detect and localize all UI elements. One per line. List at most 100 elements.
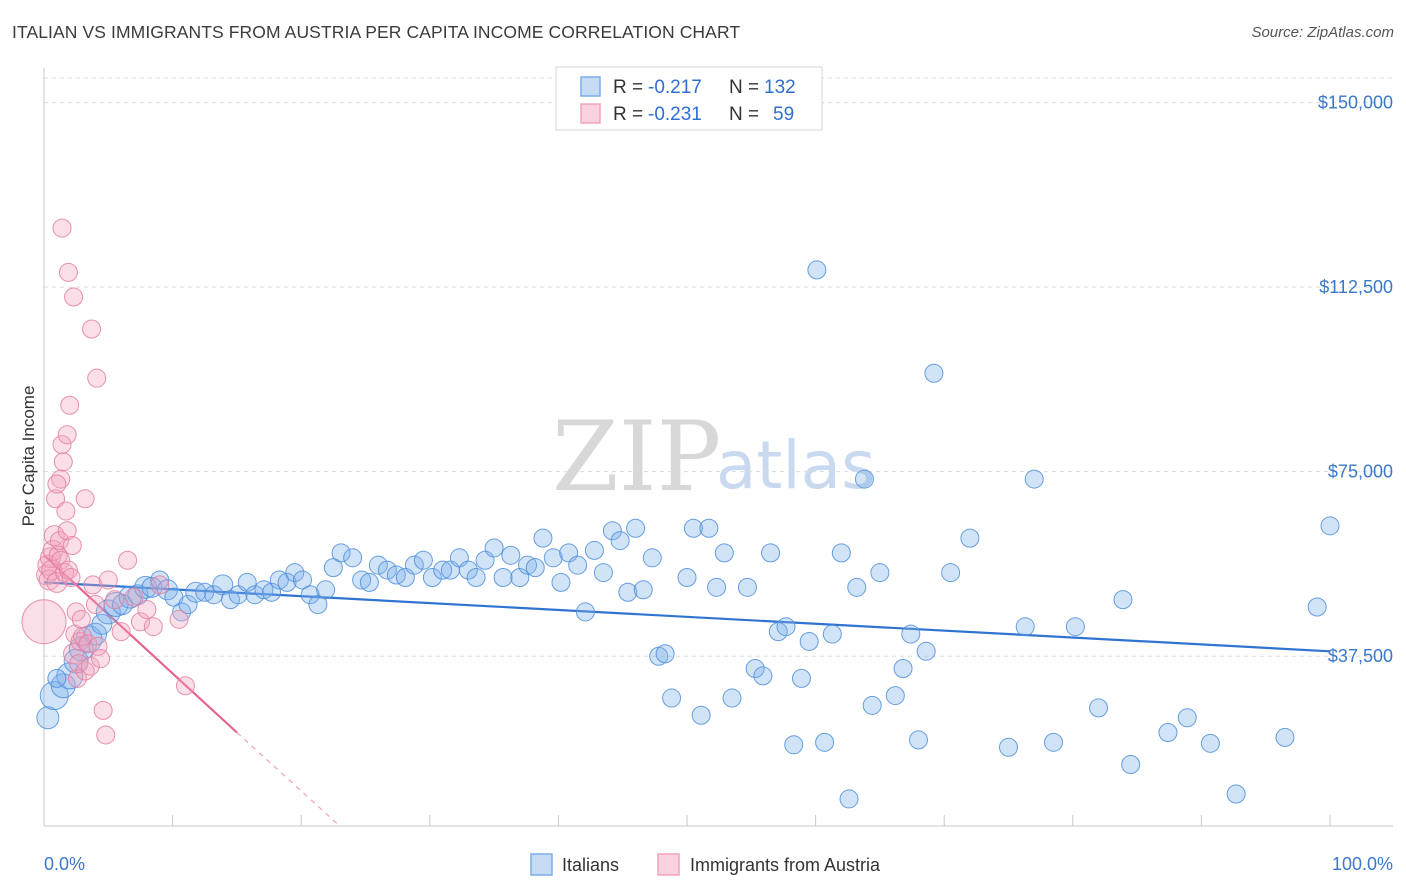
data-point — [839, 789, 859, 809]
data-point — [269, 570, 289, 590]
data-point — [56, 501, 76, 521]
data-point — [510, 567, 530, 587]
data-point — [737, 577, 757, 597]
legend: R = -0.217 N = 132 R = -0.231 N = 59 — [555, 66, 823, 131]
data-point — [85, 595, 105, 615]
data-point — [633, 580, 653, 600]
legend-swatch-italians — [580, 76, 601, 97]
legend-swatch-austria — [580, 103, 601, 124]
data-point — [791, 668, 811, 688]
data-point — [57, 521, 77, 541]
bottom-legend: Italians Immigrants from Austria — [530, 853, 881, 876]
data-point — [71, 609, 91, 629]
data-point — [67, 668, 87, 688]
data-point — [91, 649, 111, 669]
data-point — [1275, 727, 1295, 747]
data-point — [1307, 597, 1327, 617]
data-point — [1226, 784, 1246, 804]
data-point — [699, 518, 719, 538]
data-point — [49, 531, 69, 551]
data-point — [60, 395, 80, 415]
data-point — [776, 617, 796, 637]
y-tick-label: $75,000 — [1328, 462, 1393, 482]
data-point — [691, 705, 711, 725]
data-point — [237, 572, 257, 592]
data-point — [150, 575, 170, 595]
data-point — [831, 543, 851, 563]
data-point — [404, 555, 424, 575]
chart-title: ITALIAN VS IMMIGRANTS FROM AUSTRIA PER C… — [12, 22, 741, 42]
data-point — [422, 567, 442, 587]
data-point — [458, 560, 478, 580]
data-point — [118, 550, 138, 570]
data-point — [95, 599, 121, 625]
data-point — [941, 563, 961, 583]
data-point — [58, 560, 78, 580]
data-points — [21, 218, 1340, 809]
y-tick-label: $112,500 — [1319, 277, 1393, 297]
data-point — [707, 577, 727, 597]
trend-line-extension-austria — [236, 732, 341, 827]
y-tick-label: $37,500 — [1328, 646, 1393, 666]
data-point — [47, 668, 67, 688]
data-point — [262, 582, 282, 602]
data-point — [47, 474, 67, 494]
data-point — [141, 576, 163, 598]
data-point — [36, 706, 60, 730]
data-point — [83, 575, 103, 595]
data-point — [753, 666, 773, 686]
data-point — [91, 613, 113, 635]
data-point — [714, 543, 734, 563]
data-point — [285, 563, 305, 583]
series-italians — [36, 260, 1340, 809]
data-point — [308, 595, 328, 615]
data-point — [111, 622, 131, 642]
y-tick-labels: $37,500 $75,000 $112,500 $150,000 — [1318, 93, 1393, 667]
data-point — [799, 631, 819, 651]
data-point — [924, 363, 944, 383]
data-point — [62, 536, 82, 555]
data-point — [533, 528, 553, 548]
data-point — [178, 595, 198, 615]
data-point — [908, 730, 928, 750]
data-point — [807, 260, 827, 280]
legend-n-label-italians: N = — [729, 77, 759, 98]
data-point — [331, 543, 351, 563]
data-point — [916, 641, 936, 661]
data-point — [46, 489, 66, 509]
data-point — [277, 572, 297, 592]
data-point — [1320, 516, 1340, 536]
series-austria — [21, 218, 195, 745]
data-point — [761, 543, 781, 563]
data-point — [63, 643, 85, 665]
data-point — [39, 681, 69, 711]
source-label: Source: ZipAtlas.com — [1251, 24, 1394, 41]
data-point — [575, 602, 595, 622]
trend-line-italians — [43, 581, 1331, 653]
data-point — [300, 585, 320, 605]
data-point — [722, 688, 742, 708]
data-point — [124, 587, 144, 607]
data-point — [75, 489, 95, 509]
data-point — [893, 659, 913, 679]
data-point — [80, 656, 100, 676]
data-point — [847, 577, 867, 597]
data-point — [1089, 698, 1109, 718]
data-point — [87, 368, 107, 388]
watermark: ZIP atlas — [552, 401, 876, 513]
data-point — [61, 567, 81, 587]
data-point — [43, 525, 65, 547]
data-point — [885, 686, 905, 706]
data-point — [518, 555, 538, 575]
data-point — [1113, 590, 1133, 610]
legend-r-value-italians: -0.217 — [648, 77, 702, 98]
data-point — [1044, 732, 1064, 752]
y-axis-label: Per Capita Income — [19, 386, 38, 527]
data-point — [1200, 733, 1220, 753]
bottom-legend-label-italians: Italians — [562, 855, 619, 875]
data-point — [130, 612, 150, 632]
data-point — [584, 540, 604, 560]
data-point — [662, 688, 682, 708]
data-point — [618, 582, 638, 602]
data-point — [466, 567, 486, 587]
